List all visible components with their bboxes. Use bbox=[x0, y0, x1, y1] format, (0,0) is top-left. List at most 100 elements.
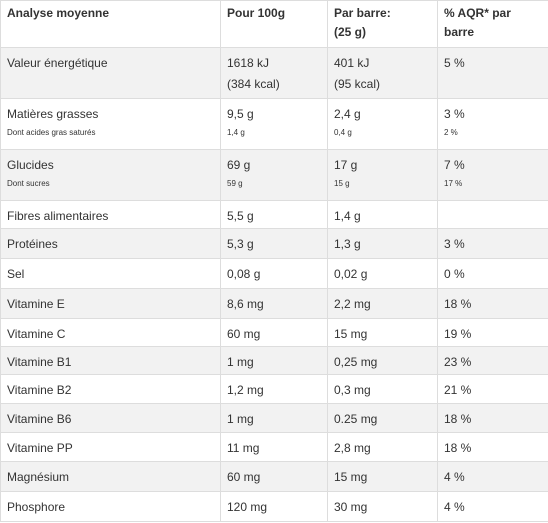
cell-line: 0 % bbox=[444, 267, 465, 281]
cell-line: 1 mg bbox=[227, 412, 254, 426]
cell-line: 0,3 mg bbox=[334, 383, 371, 397]
cell-line: 17 g bbox=[334, 158, 358, 172]
table-cell: 1618 kJ (384 kcal) bbox=[220, 47, 328, 99]
table-cell: 60 mg bbox=[220, 318, 328, 347]
cell-line: (95 kcal) bbox=[334, 77, 381, 91]
table-cell: Vitamine B2 bbox=[0, 374, 221, 404]
cell-line: Vitamine B1 bbox=[7, 355, 72, 369]
table-cell: 1,3 g bbox=[327, 228, 438, 259]
cell-line: Protéines bbox=[7, 237, 58, 251]
table-cell: Glucides Dont sucres bbox=[0, 149, 221, 201]
header-row: Analyse moyenne Pour 100g Par barre: (25 g)… bbox=[0, 0, 548, 48]
cell-line: Vitamine PP bbox=[7, 441, 73, 455]
cell-line: 30 mg bbox=[334, 500, 368, 514]
table-cell: 3 % 2 % bbox=[437, 98, 548, 150]
table-cell: 1,2 mg bbox=[220, 374, 328, 404]
sub-line: 0,4 g bbox=[334, 128, 352, 137]
table-cell: 0.25 mg bbox=[327, 403, 438, 433]
table-cell: 0,3 mg bbox=[327, 374, 438, 404]
header-cell: % AQR* par barre bbox=[437, 0, 548, 48]
cell-line: 18 % bbox=[444, 441, 472, 455]
cell-line: 18 % bbox=[444, 412, 472, 426]
sub-line: 2 % bbox=[444, 128, 458, 137]
table-cell: 0,25 mg bbox=[327, 346, 438, 375]
cell-line: 19 % bbox=[444, 327, 472, 341]
table-cell: 15 mg bbox=[327, 461, 438, 492]
table-cell: 60 mg bbox=[220, 461, 328, 492]
table-cell: 0 % bbox=[437, 258, 548, 289]
cell-line: 5,5 g bbox=[227, 209, 254, 223]
cell-line: % AQR* par bbox=[444, 6, 511, 20]
table-cell: Matières grasses Dont acides gras saturés bbox=[0, 98, 221, 150]
cell-line: 18 % bbox=[444, 297, 472, 311]
table-row: Fibres alimentaires 5,5 g 1,4 g bbox=[0, 200, 548, 229]
cell-line: 2,8 mg bbox=[334, 441, 371, 455]
header-cell: Pour 100g bbox=[220, 0, 328, 48]
cell-line: Vitamine C bbox=[7, 327, 66, 341]
cell-line: 9,5 g bbox=[227, 107, 254, 121]
table-row: Vitamine B2 1,2 mg 0,3 mg 21 % bbox=[0, 374, 548, 404]
cell-line: 7 % bbox=[444, 158, 465, 172]
cell-line: Valeur énergétique bbox=[7, 56, 108, 70]
table-cell: 8,6 mg bbox=[220, 288, 328, 319]
table-cell: 4 % bbox=[437, 461, 548, 492]
sub-line: 59 g bbox=[227, 179, 243, 188]
table-row: Vitamine B1 1 mg 0,25 mg 23 % bbox=[0, 346, 548, 375]
table-cell: 3 % bbox=[437, 228, 548, 259]
table-cell: Protéines bbox=[0, 228, 221, 259]
table-row: Magnésium 60 mg 15 mg 4 % bbox=[0, 461, 548, 492]
cell-line: Glucides bbox=[7, 158, 54, 172]
table-row: Phosphore 120 mg 30 mg 4 % bbox=[0, 491, 548, 522]
sub-line: 1,4 g bbox=[227, 128, 245, 137]
cell-line: 1,4 g bbox=[334, 209, 361, 223]
sub-line: 17 % bbox=[444, 179, 463, 188]
cell-line: 4 % bbox=[444, 470, 465, 484]
cell-line: Sel bbox=[7, 267, 25, 281]
cell-line: 120 mg bbox=[227, 500, 268, 514]
table-cell: 4 % bbox=[437, 491, 548, 522]
cell-line: 4 % bbox=[444, 500, 465, 514]
cell-line: 0,02 g bbox=[334, 267, 368, 281]
header-cell: Analyse moyenne bbox=[0, 0, 221, 48]
table-cell: 11 mg bbox=[220, 432, 328, 462]
table-cell: 7 % 17 % bbox=[437, 149, 548, 201]
cell-line: 0,25 mg bbox=[334, 355, 378, 369]
cell-line: 0,08 g bbox=[227, 267, 261, 281]
sub-line: 15 g bbox=[334, 179, 350, 188]
table-cell: 401 kJ (95 kcal) bbox=[327, 47, 438, 99]
cell-line: 11 mg bbox=[227, 441, 260, 455]
table-cell: Vitamine PP bbox=[0, 432, 221, 462]
cell-line: 401 kJ bbox=[334, 56, 370, 70]
cell-line: 1,2 mg bbox=[227, 383, 264, 397]
cell-line: Pour 100g bbox=[227, 6, 286, 20]
cell-line: Vitamine E bbox=[7, 297, 65, 311]
table-cell: 18 % bbox=[437, 403, 548, 433]
table-cell: Vitamine E bbox=[0, 288, 221, 319]
cell-line: Phosphore bbox=[7, 500, 66, 514]
cell-line: barre bbox=[444, 25, 475, 39]
cell-line: Vitamine B6 bbox=[7, 412, 72, 426]
cell-line: 1,3 g bbox=[334, 237, 361, 251]
table-cell: 1 mg bbox=[220, 346, 328, 375]
table-cell: 30 mg bbox=[327, 491, 438, 522]
table-cell: Magnésium bbox=[0, 461, 221, 492]
table-cell: Vitamine B6 bbox=[0, 403, 221, 433]
cell-line: 60 mg bbox=[227, 470, 261, 484]
cell-line: Magnésium bbox=[7, 470, 70, 484]
cell-line: 2,4 g bbox=[334, 107, 361, 121]
table-cell: Vitamine C bbox=[0, 318, 221, 347]
table-cell: 23 % bbox=[437, 346, 548, 375]
table-cell: 2,4 g 0,4 g bbox=[327, 98, 438, 150]
cell-line: Fibres alimentaires bbox=[7, 209, 109, 223]
table-cell: 120 mg bbox=[220, 491, 328, 522]
cell-line: 0.25 mg bbox=[334, 412, 378, 426]
cell-line: 21 % bbox=[444, 383, 472, 397]
table-row: Matières grasses Dont acides gras saturés… bbox=[0, 98, 548, 150]
cell-line: 1 mg bbox=[227, 355, 254, 369]
table-cell bbox=[437, 200, 548, 229]
table-cell: Vitamine B1 bbox=[0, 346, 221, 375]
table-row: Glucides Dont sucres 69 g 59 g 17 g 15 g 7 % 17… bbox=[0, 149, 548, 201]
cell-line: 23 % bbox=[444, 355, 472, 369]
